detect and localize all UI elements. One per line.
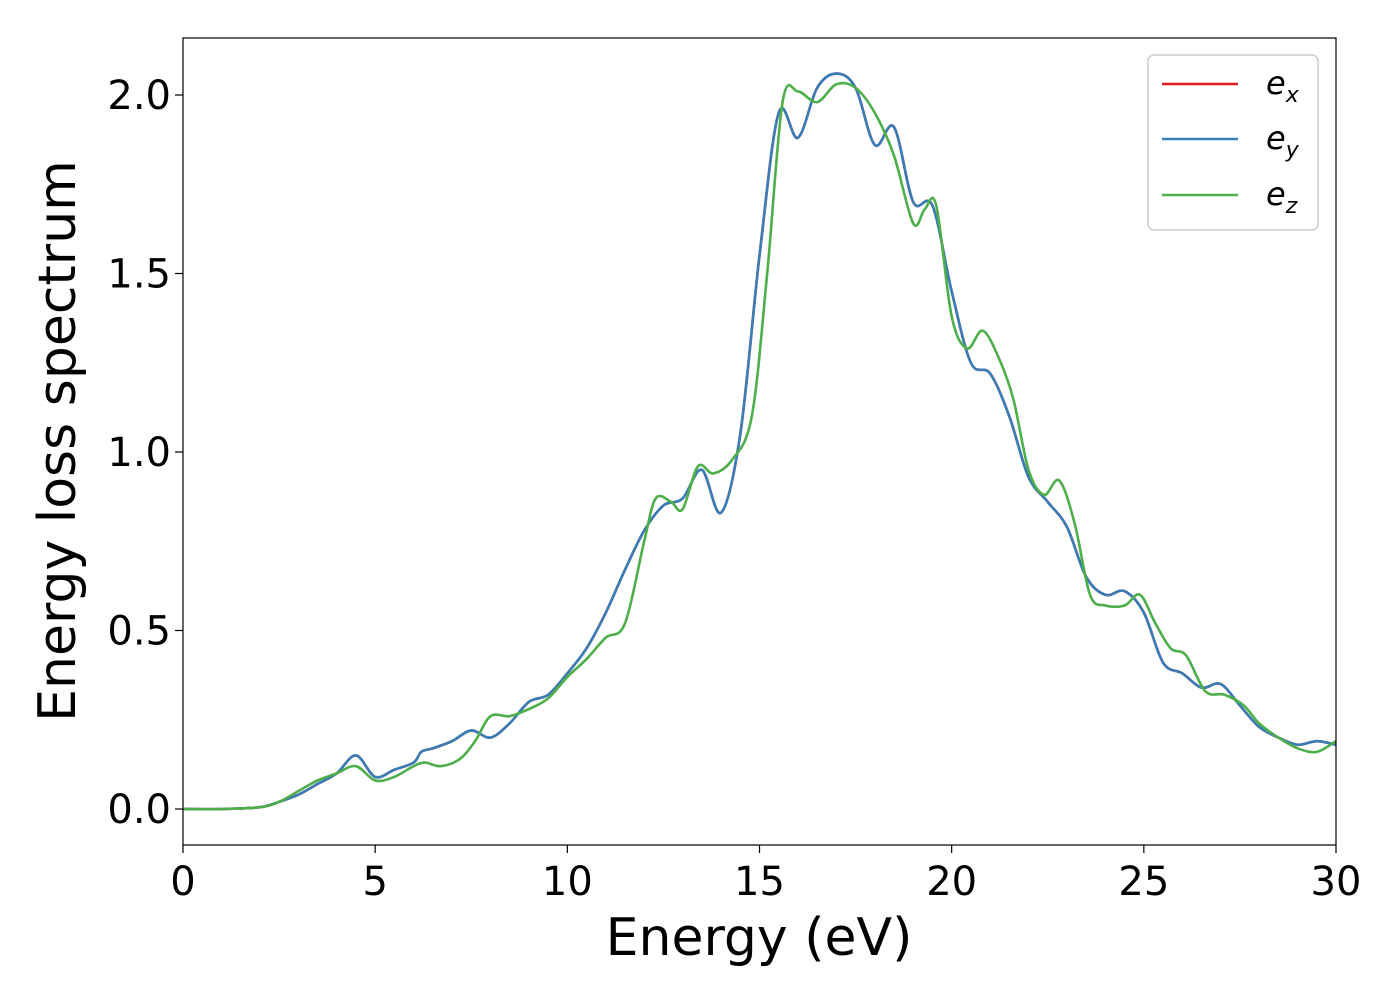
y-tick-label: 0.0 [107, 787, 171, 833]
series-line-ez [182, 81, 1337, 811]
legend-label-ex: ex [1266, 64, 1300, 108]
y-axis: 0.0 0.5 1.0 1.5 2.0 [107, 73, 183, 833]
y-tick-label: 1.5 [107, 252, 171, 298]
legend: ex ey ez [1147, 54, 1319, 231]
y-tick-label: 2.0 [107, 73, 171, 119]
x-tick-label: 0 [170, 859, 195, 905]
x-axis-label: Energy (eV) [606, 908, 913, 968]
legend-label-ey: ey [1266, 119, 1300, 163]
x-tick-label: 30 [1311, 859, 1362, 905]
y-tick-label: 1.0 [107, 430, 171, 476]
series-line-ey [182, 72, 1337, 811]
x-tick-label: 10 [542, 859, 593, 905]
legend-label-ez: ez [1266, 175, 1298, 219]
y-axis-label: Energy loss spectrum [28, 160, 88, 722]
x-tick-label: 20 [926, 859, 977, 905]
x-tick-label: 5 [362, 859, 387, 905]
plot-lines [182, 72, 1337, 811]
x-tick-label: 15 [734, 859, 785, 905]
y-tick-label: 0.5 [107, 609, 171, 655]
x-tick-label: 25 [1118, 859, 1169, 905]
x-axis: 0 5 10 15 20 25 30 [170, 845, 1361, 905]
legend-box [1147, 54, 1319, 231]
